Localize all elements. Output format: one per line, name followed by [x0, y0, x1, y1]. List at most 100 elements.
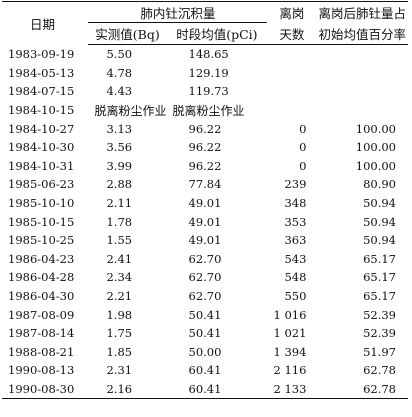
cell-pct: 100.00 [355, 121, 396, 136]
cell-date: 1985-10-15 [8, 214, 75, 229]
cell-date: 1990-08-30 [2, 379, 89, 400]
cell-period-avg: 49.01 [188, 196, 222, 211]
table-row: 1987-08-14 1.75 50.41 1 021 52.39 [2, 324, 408, 343]
cell-measured: 3.13 [106, 121, 133, 136]
header-row-1: 日期 肺内钍沉积量 离岗 离岗后肺钍量占 [2, 1, 408, 45]
cell-measured: 3.99 [106, 158, 133, 173]
header-date: 日期 [2, 1, 89, 45]
table-row: 1984-05-13 4.78 129.19 [2, 64, 408, 83]
table-row: 1990-08-13 2.31 60.41 2 116 62.78 [2, 361, 408, 380]
cell-measured: 2.11 [106, 196, 133, 211]
table-row: 1985-10-25 1.55 49.01 363 50.94 [2, 231, 408, 250]
table-header: 日期 肺内钍沉积量 离岗 离岗后肺钍量占 实测值(Bq) 时段均值(pCi) 天… [2, 1, 408, 45]
cell-date: 1984-10-30 [8, 140, 75, 155]
cell-date: 1986-04-28 [8, 270, 75, 285]
cell-measured: 5.50 [106, 47, 133, 62]
cell-date: 1984-07-15 [8, 84, 75, 99]
cell-period-avg: 62.70 [188, 270, 222, 285]
cell-days: 353 [284, 214, 307, 229]
cell-period-avg: 49.01 [188, 233, 222, 248]
cell-pct: 62.78 [363, 363, 396, 378]
cell-period-avg: 49.01 [188, 214, 222, 229]
cell-date: 1984-10-27 [8, 121, 75, 136]
cell-pct: 50.94 [363, 214, 396, 229]
cell-measured: 2.88 [106, 177, 133, 192]
cell-days [267, 101, 316, 120]
cell-days [267, 64, 316, 83]
cell-days: 1 394 [273, 344, 307, 359]
table-row: 1984-10-31 3.99 96.22 0 100.00 [2, 157, 408, 176]
cell-date: 1985-10-25 [8, 233, 75, 248]
header-row-2: 实测值(Bq) 时段均值(pCi) 天数 初始均值百分率 [2, 22, 408, 45]
cell-date: 1986-04-30 [8, 289, 75, 304]
cell-days: 543 [284, 251, 307, 266]
cell-measured: 4.78 [106, 65, 133, 80]
cell-days: 1 021 [273, 326, 307, 341]
cell-measured: 1.75 [106, 326, 133, 341]
cell-pct: 65.17 [363, 289, 396, 304]
note-measured-dust-exit: 脱离粉尘作业 [94, 103, 167, 118]
cell-pct: 100.00 [355, 140, 396, 155]
table-row: 1985-10-10 2.11 49.01 348 50.94 [2, 194, 408, 213]
cell-measured: 1.85 [106, 344, 133, 359]
cell-pct: 52.39 [363, 326, 396, 341]
cell-period-avg: 62.70 [188, 289, 222, 304]
cell-period-avg: 96.22 [188, 121, 222, 136]
cell-days: 0 [299, 158, 307, 173]
table-row: 1985-06-23 2.88 77.84 239 80.90 [2, 175, 408, 194]
cell-days: 2 116 [273, 363, 307, 378]
table-row: 1986-04-28 2.34 62.70 548 65.17 [2, 268, 408, 287]
cell-period-avg: 129.19 [188, 65, 229, 80]
cell-date: 1990-08-13 [8, 363, 75, 378]
cell-days: 239 [284, 177, 307, 192]
cell-days [267, 45, 316, 64]
thorium-lung-burden-table: 日期 肺内钍沉积量 离岗 离岗后肺钍量占 实测值(Bq) 时段均值(pCi) 天… [2, 1, 408, 400]
cell-pct: 65.17 [363, 251, 396, 266]
cell-period-avg: 148.65 [188, 47, 229, 62]
cell-pct: 50.94 [363, 196, 396, 211]
cell-period-avg: 60.41 [188, 363, 222, 378]
cell-date: 1984-10-31 [8, 158, 75, 173]
cell-date: 1987-08-14 [8, 326, 75, 341]
cell-measured: 3.56 [106, 140, 133, 155]
cell-measured: 1.55 [106, 233, 133, 248]
header-pct-line1: 离岗后肺钍量占 [316, 1, 408, 23]
cell-period-avg: 119.73 [188, 84, 229, 99]
cell-measured: 1.98 [106, 307, 133, 322]
header-days-line1: 离岗 [267, 1, 317, 23]
cell-pct: 65.17 [363, 270, 396, 285]
table-row: 1987-08-09 1.98 50.41 1 016 52.39 [2, 305, 408, 324]
cell-date: 1983-09-19 [8, 47, 75, 62]
table-row: 1988-08-21 1.85 50.00 1 394 51.97 [2, 343, 408, 362]
cell-period-avg: 77.84 [188, 177, 222, 192]
cell-pct [316, 64, 408, 83]
table-row: 1990-08-30 2.16 60.41 2 133 62.78 [2, 379, 408, 400]
cell-measured: 2.21 [106, 289, 133, 304]
cell-date: 1985-06-23 [8, 177, 75, 192]
cell-period-avg: 96.22 [188, 140, 222, 155]
table-row: 1984-10-27 3.13 96.22 0 100.00 [2, 119, 408, 138]
cell-pct [316, 101, 408, 120]
header-measured: 实测值(Bq) [88, 22, 167, 45]
cell-measured: 4.43 [106, 84, 133, 99]
header-period-avg: 时段均值(pCi) [166, 22, 268, 45]
table-row: 1984-07-15 4.43 119.73 [2, 82, 408, 101]
table-row: 1983-09-19 5.50 148.65 [2, 45, 408, 64]
cell-period-avg: 96.22 [188, 158, 222, 173]
cell-date: 1984-05-13 [8, 65, 75, 80]
cell-period-avg: 62.70 [188, 251, 222, 266]
note-avg-dust-exit: 脱离粉尘作业 [172, 103, 245, 118]
cell-period-avg: 60.41 [166, 379, 268, 400]
cell-pct: 52.39 [363, 307, 396, 322]
cell-date: 1985-10-10 [8, 196, 75, 211]
header-days-line2: 天数 [267, 22, 317, 45]
cell-period-avg: 50.41 [188, 307, 222, 322]
cell-period-avg: 50.00 [188, 344, 222, 359]
cell-measured: 2.31 [106, 363, 133, 378]
cell-date: 1984-10-15 [8, 103, 75, 118]
cell-days: 1 016 [273, 307, 307, 322]
cell-days: 348 [284, 196, 307, 211]
cell-pct: 50.94 [363, 233, 396, 248]
cell-pct [316, 82, 408, 101]
